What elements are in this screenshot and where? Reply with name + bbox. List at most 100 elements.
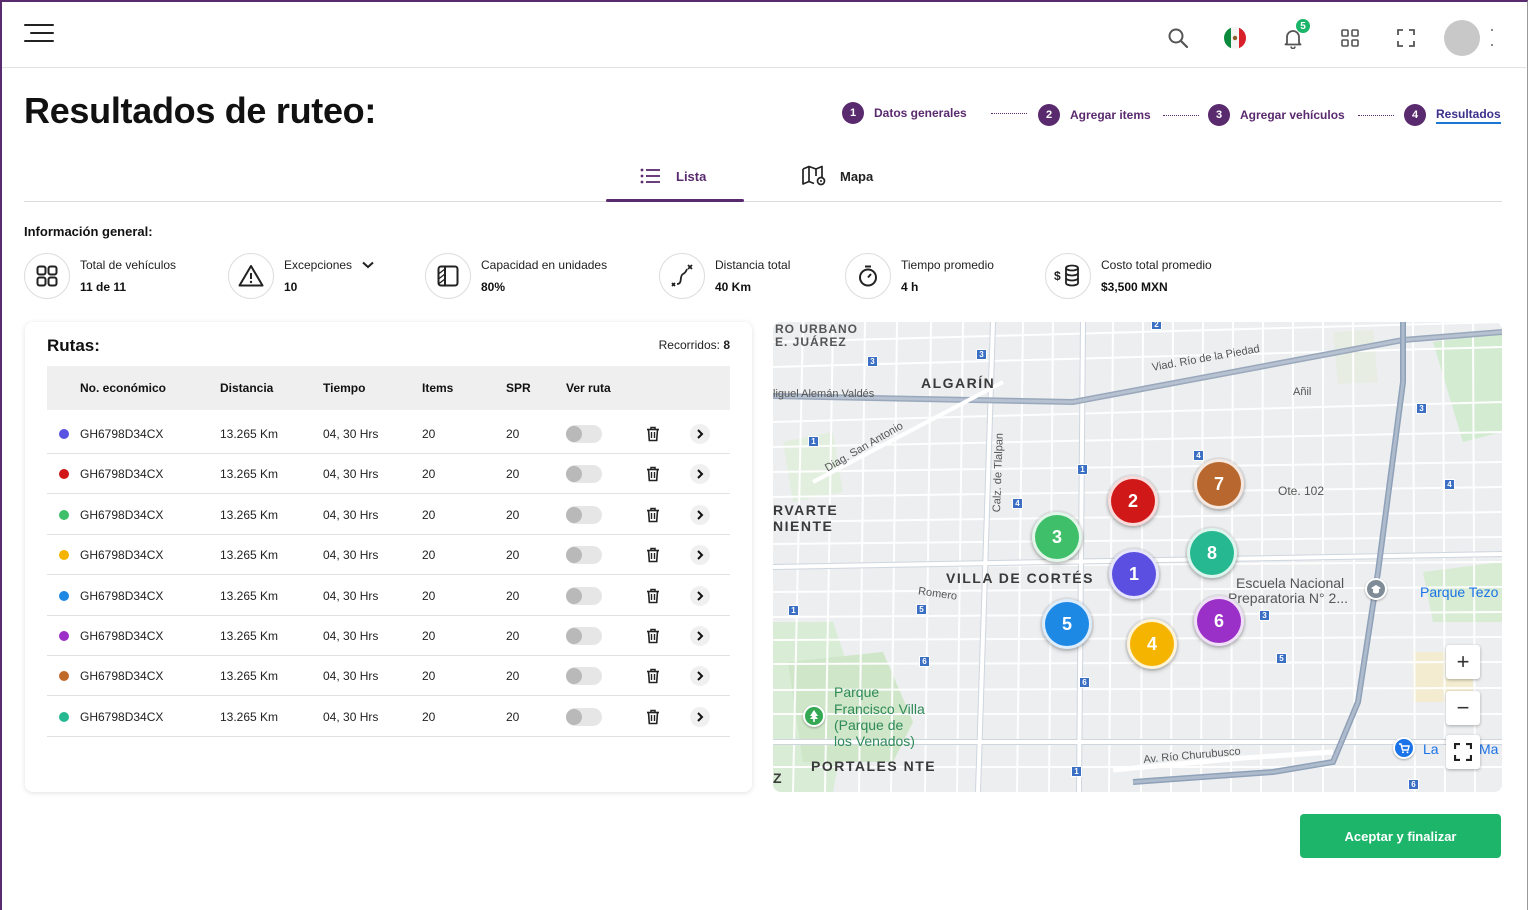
accept-finish-button[interactable]: Aceptar y finalizar [1300, 814, 1501, 858]
warning-icon [228, 253, 274, 299]
park-poi-icon[interactable] [803, 705, 825, 727]
step-label: Resultados [1436, 107, 1501, 124]
tab-mapa[interactable]: Mapa [802, 150, 873, 202]
column-header[interactable]: Items [422, 381, 454, 395]
trash-icon[interactable] [644, 587, 662, 605]
cell-id: GH6798D34CX [80, 507, 164, 522]
bell-icon[interactable]: 5 [1277, 18, 1311, 56]
shopping-cart-poi-icon[interactable] [1393, 737, 1415, 759]
column-header[interactable]: No. económico [80, 381, 167, 395]
route-color-dot [59, 550, 69, 561]
route-marker-icon: 5 [916, 604, 927, 615]
map-label: los Venados) [834, 733, 915, 749]
route-cluster-6[interactable]: 6 [1194, 596, 1244, 646]
routes-map[interactable]: RO URBANO E. JUÁREZ ALGARÍN liguel Alemá… [773, 322, 1502, 792]
route-color-dot [59, 711, 69, 722]
show-route-toggle[interactable] [566, 586, 602, 605]
step-agregar-items[interactable]: 2 Agregar items [1038, 104, 1151, 126]
trash-icon[interactable] [644, 627, 662, 645]
chevron-right-icon[interactable] [690, 585, 710, 606]
route-color-dot [59, 671, 69, 682]
route-cluster-4[interactable]: 4 [1127, 619, 1177, 669]
map-label: Parque [834, 684, 880, 700]
cell-spr: 20 [506, 467, 520, 482]
user-menu-dots-icon[interactable] [1489, 26, 1495, 50]
kpi-label: Capacidad en unidades [481, 258, 608, 272]
school-poi-icon[interactable] [1365, 578, 1387, 600]
map-label: Ma [1479, 741, 1499, 757]
tab-lista[interactable]: Lista [640, 150, 706, 202]
chevron-down-icon[interactable] [362, 261, 374, 269]
map-fullscreen-button[interactable] [1446, 735, 1480, 769]
cell-items: 20 [422, 629, 436, 643]
timer-icon [845, 253, 891, 299]
show-route-toggle[interactable] [566, 425, 602, 443]
show-route-toggle[interactable] [566, 667, 602, 686]
kpi-label: Total de vehículos [80, 258, 177, 272]
list-icon [640, 168, 660, 184]
route-cluster-1[interactable]: 1 [1109, 549, 1159, 599]
show-route-toggle[interactable] [566, 505, 602, 524]
route-cluster-8[interactable]: 8 [1187, 528, 1237, 578]
route-cluster-5[interactable]: 5 [1042, 599, 1092, 649]
chevron-right-icon[interactable] [690, 666, 710, 687]
kpi-label-text: Excepciones [284, 258, 353, 272]
show-route-toggle[interactable] [566, 465, 602, 484]
cell-time: 04, 30 Hrs [323, 548, 379, 563]
cell-time: 04, 30 Hrs [323, 507, 379, 522]
step-label: Datos generales [874, 106, 967, 120]
chevron-right-icon[interactable] [690, 626, 710, 646]
search-icon[interactable] [1162, 20, 1194, 56]
step-agregar-vehiculos[interactable]: 3 Agregar vehículos [1208, 104, 1345, 126]
show-route-toggle[interactable] [566, 627, 602, 645]
map-label: RVARTE [773, 502, 839, 518]
menu-icon[interactable] [24, 22, 56, 46]
trash-icon[interactable] [644, 546, 662, 564]
route-marker-icon: 3 [867, 356, 878, 367]
zoom-out-button[interactable]: − [1446, 691, 1480, 725]
cell-spr: 20 [506, 709, 520, 724]
column-header[interactable]: Distancia [220, 381, 274, 395]
routes-card: Rutas: Recorridos: 8 No. económico Dista… [25, 322, 752, 792]
column-header[interactable]: SPR [506, 381, 531, 395]
trash-icon[interactable] [644, 465, 662, 483]
map-label: La [1423, 741, 1439, 757]
trash-icon[interactable] [644, 667, 662, 685]
chevron-right-icon[interactable] [690, 464, 710, 485]
view-tabs: Lista Mapa [24, 150, 1502, 202]
table-row: GH6798D34CX 13.265 Km 04, 30 Hrs 20 20 [47, 454, 730, 495]
trash-icon[interactable] [644, 506, 662, 524]
step-datos-generales[interactable]: 1 Datos generales [842, 102, 967, 124]
route-marker-icon: 5 [1276, 653, 1287, 664]
trash-icon[interactable] [644, 708, 662, 726]
step-connector [1163, 115, 1199, 116]
kpi-value: 80% [481, 280, 506, 294]
show-route-toggle[interactable] [566, 546, 602, 565]
zoom-in-button[interactable]: + [1446, 645, 1480, 679]
mexico-flag-icon[interactable] [1219, 20, 1251, 56]
trash-icon[interactable] [644, 425, 662, 443]
tab-label: Lista [676, 168, 707, 184]
step-number: 1 [842, 102, 864, 124]
route-cluster-2[interactable]: 2 [1108, 476, 1158, 526]
show-route-toggle[interactable] [566, 707, 602, 726]
fullscreen-icon[interactable] [1390, 20, 1422, 56]
route-marker-icon: 3 [1259, 610, 1270, 621]
route-cluster-7[interactable]: 7 [1194, 459, 1244, 509]
chevron-right-icon[interactable] [690, 504, 710, 525]
route-color-dot [59, 590, 69, 601]
route-marker-icon: 6 [1408, 779, 1419, 790]
chevron-right-icon[interactable] [690, 706, 710, 727]
avatar[interactable] [1444, 20, 1480, 56]
apps-grid-icon[interactable] [1334, 20, 1366, 56]
route-cluster-3[interactable]: 3 [1032, 512, 1082, 562]
kpi-excepciones[interactable]: Excepciones 10 [228, 252, 374, 300]
kpi-value: 40 Km [715, 280, 752, 294]
column-header[interactable]: Tiempo [323, 381, 366, 395]
column-header[interactable]: Ver ruta [566, 381, 611, 395]
chevron-right-icon[interactable] [690, 545, 710, 566]
cell-distance: 13.265 Km [220, 709, 279, 724]
chevron-right-icon[interactable] [690, 424, 710, 444]
step-resultados[interactable]: 4 Resultados [1404, 104, 1501, 126]
map-label: VILLA DE CORTÉS [946, 570, 1094, 586]
